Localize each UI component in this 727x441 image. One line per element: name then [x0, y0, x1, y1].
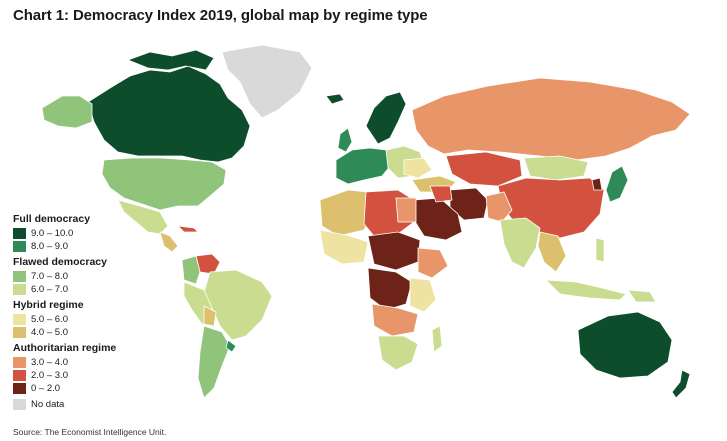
legend-swatch — [13, 314, 26, 325]
region-iraq-syria — [429, 185, 453, 203]
legend-item: 4.0 – 5.0 — [13, 326, 163, 339]
legend-label: 5.0 – 6.0 — [31, 314, 68, 325]
legend-item: 0 – 2.0 — [13, 382, 163, 395]
region-kazakhstan — [445, 151, 523, 187]
legend-item: 5.0 – 6.0 — [13, 313, 163, 326]
legend-item: 9.0 – 10.0 — [13, 227, 163, 240]
legend-item: 3.0 – 4.0 — [13, 356, 163, 369]
legend-swatch — [13, 228, 26, 239]
legend-swatch — [13, 271, 26, 282]
legend-swatch — [13, 241, 26, 252]
legend-group-full-democracy: Full democracy 9.0 – 10.0 8.0 – 9.0 — [13, 213, 163, 253]
legend-swatch — [13, 284, 26, 295]
region-russia — [411, 77, 691, 161]
legend-group-authoritarian-regime: Authoritarian regime 3.0 – 4.0 2.0 – 3.0… — [13, 342, 163, 395]
region-afghanistan-pakistan — [485, 191, 513, 223]
region-scandinavia — [365, 91, 407, 145]
region-argentina — [197, 325, 231, 399]
region-southern-africa — [377, 335, 419, 371]
region-iceland — [325, 93, 345, 105]
region-cuba — [176, 225, 199, 233]
legend-swatch — [13, 327, 26, 338]
legend-group-flawed-democracy: Flawed democracy 7.0 – 8.0 6.0 – 7.0 — [13, 256, 163, 296]
region-north-africa-west — [319, 189, 373, 237]
region-uk — [337, 127, 353, 153]
region-chad-sudan — [367, 231, 421, 271]
region-central-africa — [367, 267, 413, 311]
legend-label: 6.0 – 7.0 — [31, 284, 68, 295]
legend-label: 7.0 – 8.0 — [31, 271, 68, 282]
legend-group-no-data: No data — [13, 398, 163, 411]
region-egypt — [395, 197, 417, 223]
chart-title: Chart 1: Democracy Index 2019, global ma… — [13, 7, 428, 24]
legend-item: 6.0 – 7.0 — [13, 283, 163, 296]
legend-label: 3.0 – 4.0 — [31, 357, 68, 368]
region-indonesia — [544, 279, 627, 301]
legend: Full democracy 9.0 – 10.0 8.0 – 9.0 Flaw… — [13, 213, 163, 414]
legend-swatch — [13, 383, 26, 394]
region-usa — [101, 157, 227, 211]
legend-item: 7.0 – 8.0 — [13, 270, 163, 283]
legend-heading: Flawed democracy — [13, 256, 107, 268]
region-horn-of-africa — [417, 247, 449, 279]
legend-group-hybrid-regime: Hybrid regime 5.0 – 6.0 4.0 – 5.0 — [13, 299, 163, 339]
region-north-korea — [591, 177, 603, 191]
region-central-america — [159, 231, 179, 253]
region-greenland — [221, 44, 313, 119]
legend-label: 8.0 – 9.0 — [31, 241, 68, 252]
legend-item: 8.0 – 9.0 — [13, 240, 163, 253]
legend-item: No data — [13, 398, 163, 411]
region-australia — [577, 311, 673, 379]
region-canada-islands — [126, 49, 215, 71]
legend-swatch — [13, 399, 26, 410]
region-uruguay — [225, 339, 237, 353]
legend-label: 4.0 – 5.0 — [31, 327, 68, 338]
region-se-asia — [537, 231, 567, 273]
legend-label: 2.0 – 3.0 — [31, 370, 68, 381]
region-philippines — [595, 237, 605, 263]
legend-heading: Full democracy — [13, 213, 91, 225]
region-india — [499, 217, 541, 269]
legend-heading: Authoritarian regime — [13, 342, 117, 354]
region-western-europe — [335, 147, 393, 185]
legend-label: No data — [31, 399, 65, 410]
region-colombia — [181, 255, 201, 285]
region-ukraine — [403, 157, 433, 179]
legend-label: 0 – 2.0 — [31, 383, 61, 394]
region-mongolia — [523, 155, 589, 181]
legend-swatch — [13, 357, 26, 368]
region-west-africa — [319, 229, 369, 265]
region-bolivia — [203, 305, 217, 327]
legend-label: 9.0 – 10.0 — [31, 228, 74, 239]
region-png — [627, 289, 657, 303]
legend-item: 2.0 – 3.0 — [13, 369, 163, 382]
region-angola-zambia — [371, 303, 419, 337]
region-madagascar — [431, 325, 443, 353]
region-japan — [605, 165, 629, 203]
legend-swatch — [13, 370, 26, 381]
legend-heading: Hybrid regime — [13, 299, 84, 311]
source-note: Source: The Economist Intelligence Unit. — [13, 427, 167, 437]
region-new-zealand — [671, 369, 691, 399]
region-alaska — [41, 95, 93, 129]
region-mexico — [117, 199, 169, 235]
region-east-africa — [409, 277, 437, 313]
region-canada — [87, 65, 251, 163]
